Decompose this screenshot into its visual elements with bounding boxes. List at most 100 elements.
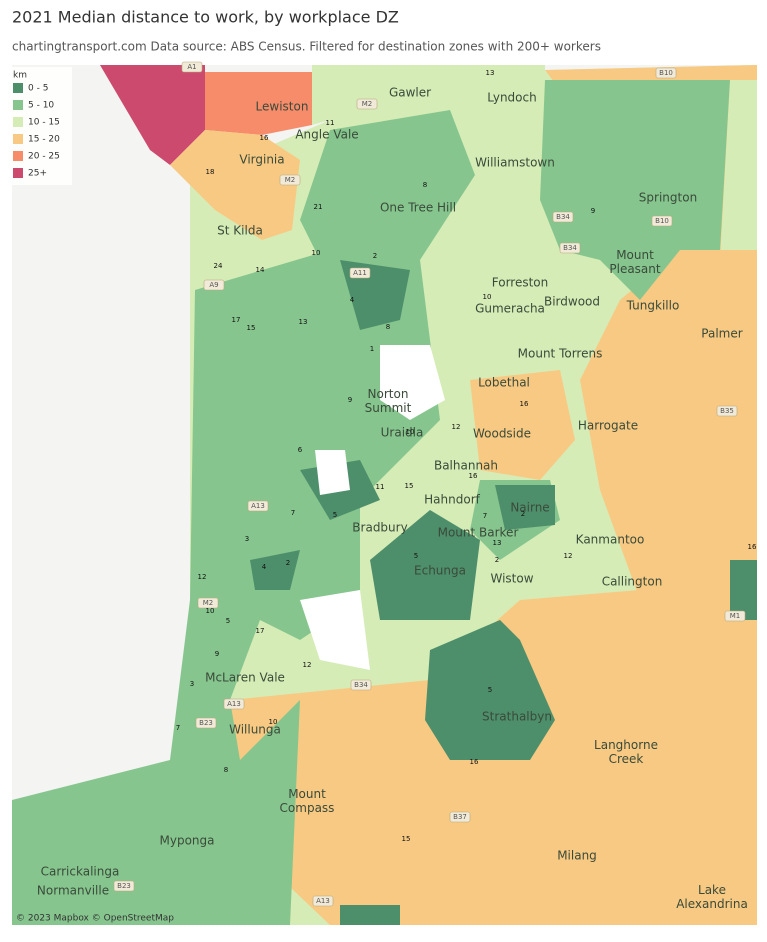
legend-label: 20 - 25 <box>28 152 60 162</box>
place-label: Palmer <box>701 327 742 341</box>
place-label: Angle Vale <box>295 128 358 142</box>
legend-swatch <box>13 117 23 127</box>
zone-label: 9 <box>348 396 352 404</box>
road-shield <box>223 698 245 710</box>
zone-label: 7 <box>483 512 487 520</box>
road-label: B34 <box>354 681 368 689</box>
road-label: A13 <box>316 897 330 905</box>
road-label: B34 <box>563 244 577 252</box>
region <box>170 130 300 240</box>
region <box>250 550 300 590</box>
region <box>312 65 545 125</box>
zone-label: 2 <box>495 556 499 564</box>
road-label: A11 <box>353 269 367 277</box>
road-shield <box>349 267 371 279</box>
road-shield <box>197 597 219 609</box>
place-label: Lyndoch <box>487 91 536 105</box>
road-shield <box>181 61 203 73</box>
gap <box>380 345 445 420</box>
region <box>340 905 400 925</box>
zone-label: 16 <box>260 134 269 142</box>
road-shield <box>312 895 334 907</box>
place-label-line: Pleasant <box>609 262 661 276</box>
place-label: Normanville <box>37 884 109 898</box>
place-label-line: Mount <box>288 787 326 801</box>
zone-label: 10 <box>206 607 215 615</box>
place-label: Bradbury <box>352 521 407 535</box>
place-label: Springton <box>639 191 697 205</box>
road-shield <box>195 717 217 729</box>
road-shield <box>356 98 378 110</box>
legend-label: 15 - 20 <box>28 135 60 145</box>
place-label: One Tree Hill <box>380 201 456 215</box>
road-label: B35 <box>720 407 734 415</box>
place-label-line: Lake <box>698 883 726 897</box>
region <box>425 620 555 760</box>
zone-label: 21 <box>314 203 323 211</box>
zone-label: 10 <box>406 428 415 436</box>
road-shield <box>716 405 738 417</box>
zone-label: 12 <box>452 423 461 431</box>
road-shield <box>651 215 673 227</box>
legend-swatch <box>13 151 23 161</box>
zone-label: 12 <box>564 552 573 560</box>
place-label: Echunga <box>414 564 466 578</box>
legend-swatch <box>13 134 23 144</box>
road-shield <box>113 880 135 892</box>
zone-label: 12 <box>198 573 207 581</box>
place-label: Wistow <box>490 572 533 586</box>
zone-label: 13 <box>299 318 308 326</box>
road-label: B23 <box>199 719 213 727</box>
zone-label: 14 <box>256 266 265 274</box>
zone-label: 10 <box>269 718 278 726</box>
road-label: A9 <box>209 281 218 289</box>
zone-label: 7 <box>291 509 295 517</box>
zone-label: 7 <box>176 724 180 732</box>
place-label: Lake Alexandrina <box>676 883 748 911</box>
zone-label: 18 <box>206 168 215 176</box>
place-label: Lewiston <box>256 100 309 114</box>
zone-label: 13 <box>493 539 502 547</box>
title: 2021 Median distance to work, by workpla… <box>12 8 399 27</box>
zone-label: 12 <box>303 661 312 669</box>
place-label: Nairne <box>510 501 549 515</box>
legend-label: 0 - 5 <box>28 84 48 94</box>
place-label: Mount Barker <box>438 526 519 540</box>
road-label: A13 <box>251 502 265 510</box>
place-label: Gumeracha <box>475 302 545 316</box>
road-label: B34 <box>556 213 570 221</box>
zone-label: 13 <box>486 69 495 77</box>
zone-label: 10 <box>483 293 492 301</box>
place-label: Woodside <box>473 427 531 441</box>
place-label: Tungkillo <box>626 299 680 313</box>
place-label: Mount Torrens <box>518 347 603 361</box>
place-label: Willunga <box>229 723 281 737</box>
region <box>730 560 757 620</box>
region <box>495 485 555 530</box>
zone-label: 11 <box>326 119 335 127</box>
place-label: Mount Compass <box>280 787 335 815</box>
road-label: M2 <box>203 599 214 607</box>
road-label: A1 <box>187 63 196 71</box>
legend-label: 5 - 10 <box>28 101 54 111</box>
place-label: Birdwood <box>544 295 600 309</box>
road-shield <box>247 500 269 512</box>
region <box>300 110 475 280</box>
road-shield <box>203 279 225 291</box>
place-label-line: Mount <box>616 248 654 262</box>
legend-label: 10 - 15 <box>28 118 60 128</box>
road-shield <box>279 174 301 186</box>
zone-label: 9 <box>215 650 219 658</box>
region <box>205 72 312 135</box>
zone-label: 1 <box>370 345 374 353</box>
region <box>370 510 480 620</box>
place-label: Carrickalinga <box>41 865 120 879</box>
road-shield <box>559 242 581 254</box>
place-label: Balhannah <box>434 459 498 473</box>
road-shield <box>449 811 471 823</box>
place-label: Harrogate <box>578 419 638 433</box>
zone-label: 15 <box>402 835 411 843</box>
place-label: Mount Pleasant <box>609 248 661 276</box>
map <box>12 65 757 925</box>
place-label-line: Alexandrina <box>676 897 748 911</box>
